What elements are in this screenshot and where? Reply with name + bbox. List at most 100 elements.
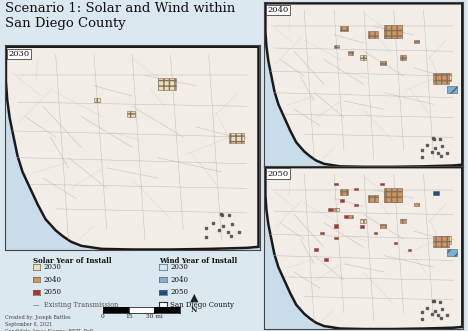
Bar [334, 45, 339, 48]
Point [418, 316, 425, 322]
Bar [400, 56, 406, 60]
Point [423, 143, 431, 148]
Text: 2040: 2040 [170, 276, 188, 284]
Point [210, 220, 217, 225]
Point [436, 136, 444, 142]
Point [216, 228, 223, 233]
Bar [394, 242, 397, 244]
Bar [334, 183, 338, 185]
Point [226, 213, 233, 218]
Point [218, 212, 225, 217]
Bar [328, 208, 333, 212]
Bar [400, 219, 406, 223]
Bar [127, 111, 135, 117]
Bar [414, 40, 418, 43]
Bar [324, 258, 328, 260]
Bar [368, 195, 378, 202]
Text: Solar Year of Install: Solar Year of Install [33, 257, 111, 264]
Text: 2050: 2050 [170, 288, 188, 296]
Point [428, 311, 436, 316]
Bar [334, 208, 339, 212]
Text: Scenario 1: Solar and Wind within
San Diego County: Scenario 1: Solar and Wind within San Di… [5, 2, 235, 30]
Polygon shape [265, 167, 462, 329]
Text: 2050: 2050 [267, 169, 289, 178]
Bar [320, 232, 324, 234]
Point [228, 233, 235, 239]
Bar [340, 199, 344, 202]
Point [428, 149, 436, 154]
Bar [384, 28, 398, 38]
Bar [447, 86, 457, 93]
Text: 2050: 2050 [44, 288, 62, 296]
Bar [433, 236, 449, 248]
Bar [439, 236, 451, 244]
Bar [374, 232, 377, 234]
Bar [368, 31, 378, 38]
Text: 2030: 2030 [8, 50, 29, 58]
Bar [229, 133, 244, 143]
Bar [354, 204, 358, 207]
Bar [433, 73, 449, 84]
Point [203, 234, 210, 240]
Polygon shape [6, 47, 258, 250]
Bar [360, 219, 366, 223]
Point [435, 312, 442, 318]
Bar [348, 215, 353, 218]
Point [228, 221, 236, 227]
Text: San Diego County: San Diego County [170, 301, 234, 309]
Text: 2040: 2040 [44, 276, 62, 284]
Text: 2030: 2030 [44, 263, 62, 271]
Point [438, 315, 445, 321]
Point [431, 146, 439, 151]
Point [436, 299, 444, 304]
Point [443, 150, 451, 156]
Bar [314, 248, 318, 251]
Text: N: N [191, 306, 197, 314]
Bar [384, 25, 402, 38]
Point [218, 212, 225, 217]
Bar [340, 189, 348, 195]
Bar [360, 56, 366, 60]
Text: ▲: ▲ [190, 293, 198, 303]
Bar [334, 237, 338, 239]
Point [438, 306, 446, 311]
Bar [380, 224, 386, 228]
Bar [433, 191, 439, 195]
Point [431, 308, 439, 313]
Point [418, 147, 425, 152]
Point [224, 229, 232, 235]
Bar [340, 26, 348, 31]
Point [435, 150, 442, 155]
Bar [334, 224, 338, 228]
Polygon shape [265, 3, 462, 167]
Bar [414, 203, 418, 207]
Point [423, 305, 431, 310]
Point [438, 153, 445, 159]
Bar [384, 188, 402, 202]
Text: 2040: 2040 [267, 6, 289, 14]
Point [430, 136, 437, 141]
Bar [94, 98, 100, 102]
Bar [158, 77, 176, 90]
Text: —  Existing Transmission: — Existing Transmission [33, 301, 118, 309]
Text: 2030: 2030 [170, 263, 188, 271]
Text: Created by: Joseph Battles
September 8, 2021
Candidate Areas Source: RETI, PoP
T: Created by: Joseph Battles September 8, … [5, 315, 93, 331]
Bar [354, 188, 358, 190]
Text: 15: 15 [125, 314, 132, 319]
Point [203, 225, 210, 231]
Bar [380, 61, 386, 65]
Point [418, 154, 425, 160]
Point [235, 230, 242, 235]
Point [443, 313, 451, 318]
Bar [408, 249, 410, 251]
Point [430, 299, 437, 304]
Text: 0: 0 [101, 314, 105, 319]
Bar [380, 183, 384, 185]
Point [430, 136, 437, 141]
Point [430, 298, 437, 304]
Bar [360, 225, 364, 228]
Point [219, 224, 227, 229]
Bar [348, 51, 353, 55]
Point [438, 144, 446, 149]
Bar [439, 73, 451, 81]
